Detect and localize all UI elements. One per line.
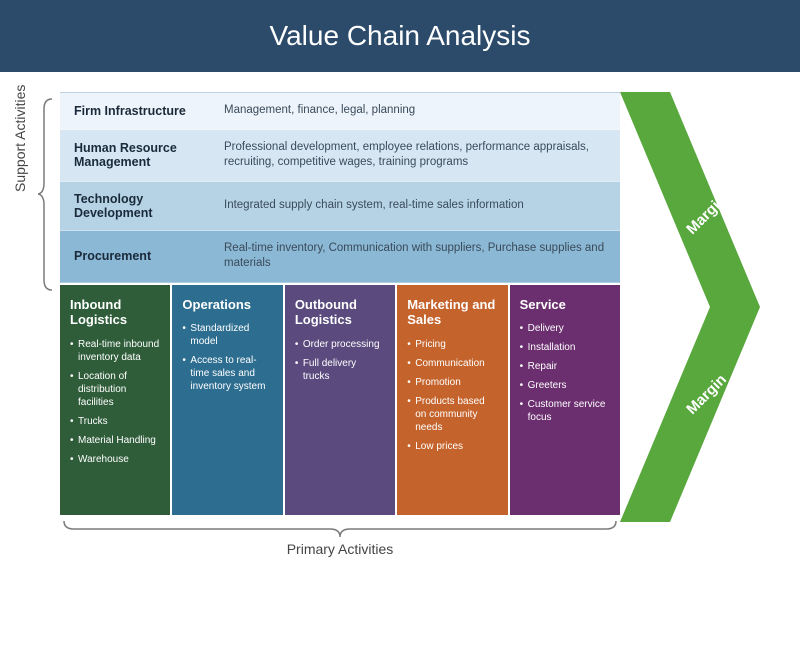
page-title: Value Chain Analysis (270, 20, 531, 51)
primary-columns: Inbound Logistics Real-time inbound inven… (60, 285, 620, 515)
primary-column: Operations Standardized model Access to re… (172, 285, 282, 515)
support-row-desc: Professional development, employee relat… (224, 140, 606, 171)
primary-item: Products based on community needs (407, 395, 497, 434)
support-row-desc: Real-time inventory, Communication with … (224, 241, 606, 272)
primary-item: Low prices (407, 440, 497, 453)
primary-item-list: Pricing Communication Promotion Products ba… (407, 338, 497, 453)
support-activities-label: Support Activities (12, 85, 28, 192)
primary-item-list: Standardized model Access to real-time sa… (182, 322, 272, 393)
margin-arrow: Margin Margin (620, 92, 760, 522)
primary-item: Order processing (295, 338, 385, 351)
primary-item: Greeters (520, 379, 610, 392)
primary-item: Full delivery trucks (295, 357, 385, 383)
primary-item-list: Real-time inbound inventory data Location… (70, 338, 160, 466)
primary-item: Repair (520, 360, 610, 373)
primary-label-wrap: Primary Activities (60, 519, 620, 557)
primary-item: Customer service focus (520, 398, 610, 424)
primary-item: Location of distribution facilities (70, 370, 160, 409)
primary-column-title: Outbound Logistics (295, 297, 385, 328)
primary-item-list: Delivery Installation Repair Greeters Custom… (520, 322, 610, 424)
primary-item: Standardized model (182, 322, 272, 348)
primary-activities-label: Primary Activities (60, 541, 620, 557)
primary-column-title: Service (520, 297, 610, 313)
support-brace (38, 97, 56, 292)
margin-label-bottom: Margin (683, 371, 730, 418)
value-chain-chart: Margin Margin Firm InfrastructureManagem… (60, 92, 760, 557)
support-row-title: Human Resource Management (74, 141, 224, 169)
primary-item: Material Handling (70, 434, 160, 447)
diagram: Support Activities Margin Margin Firm In… (0, 72, 800, 567)
primary-item-list: Order processing Full delivery trucks (295, 338, 385, 383)
support-row-title: Procurement (74, 249, 224, 263)
support-row-title: Technology Development (74, 192, 224, 220)
support-row: Human Resource ManagementProfessional de… (60, 130, 620, 182)
support-row: ProcurementReal-time inventory, Communic… (60, 231, 620, 283)
header-bar: Value Chain Analysis (0, 0, 800, 72)
support-row-title: Firm Infrastructure (74, 104, 224, 118)
support-row: Technology DevelopmentIntegrated supply … (60, 182, 620, 231)
support-row-desc: Management, finance, legal, planning (224, 103, 606, 119)
primary-item: Trucks (70, 415, 160, 428)
primary-column: Inbound Logistics Real-time inbound inven… (60, 285, 170, 515)
primary-item: Communication (407, 357, 497, 370)
primary-item: Access to real-time sales and inventory … (182, 354, 272, 393)
primary-column-title: Inbound Logistics (70, 297, 160, 328)
primary-item: Promotion (407, 376, 497, 389)
primary-column-title: Operations (182, 297, 272, 313)
primary-item: Warehouse (70, 453, 160, 466)
support-row-desc: Integrated supply chain system, real-tim… (224, 198, 606, 214)
support-row: Firm InfrastructureManagement, finance, … (60, 93, 620, 130)
margin-label-top: Margin (683, 191, 730, 238)
primary-brace (60, 519, 620, 539)
primary-column-title: Marketing and Sales (407, 297, 497, 328)
primary-column: Marketing and SalesPricingCommunicationP… (397, 285, 507, 515)
primary-item: Pricing (407, 338, 497, 351)
primary-column: Service Delivery Installation Repair Greeter… (510, 285, 620, 515)
primary-item: Delivery (520, 322, 610, 335)
support-rows: Firm InfrastructureManagement, finance, … (60, 92, 620, 283)
primary-item: Installation (520, 341, 610, 354)
primary-column: Outbound Logistics Order processing Full d… (285, 285, 395, 515)
primary-item: Real-time inbound inventory data (70, 338, 160, 364)
